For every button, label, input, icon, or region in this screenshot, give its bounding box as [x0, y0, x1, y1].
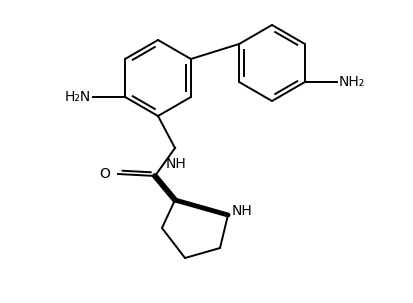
Text: NH₂: NH₂: [338, 75, 364, 89]
Text: NH: NH: [231, 204, 252, 218]
Text: NH: NH: [165, 157, 186, 171]
Text: O: O: [99, 167, 110, 181]
Text: H₂N: H₂N: [65, 90, 91, 104]
